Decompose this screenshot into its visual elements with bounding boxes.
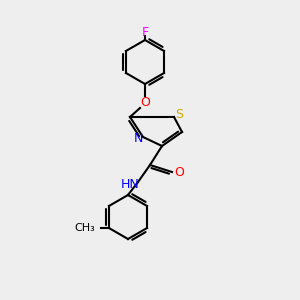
- Text: S: S: [175, 109, 183, 122]
- Text: HN: HN: [121, 178, 140, 190]
- Text: CH₃: CH₃: [74, 223, 95, 233]
- Text: O: O: [140, 95, 150, 109]
- Text: O: O: [174, 166, 184, 178]
- Text: N: N: [133, 133, 143, 146]
- Text: F: F: [141, 26, 148, 38]
